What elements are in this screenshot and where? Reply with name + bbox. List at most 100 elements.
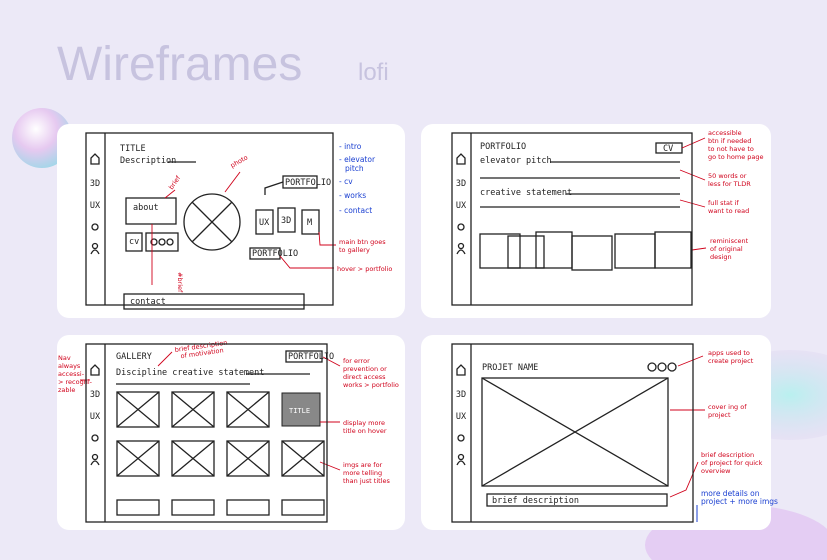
note: cover ing of project [708,403,747,419]
nav-label: 3D [90,179,100,189]
note-line: > recogni- [58,378,93,386]
button-box [301,209,320,235]
note: Nav always accessi-> recogni-zable [58,354,93,394]
button-box [255,209,274,235]
gallery-tile [226,499,270,516]
outline-item: - intro [339,142,362,151]
note: for error prevention or direct access works… [343,357,399,389]
arrow [691,247,707,251]
note-line: works > portfolio [343,381,399,389]
note-line: title on hover [343,427,387,435]
person-icon [91,453,99,461]
note: 50 words or less for TLDR [708,172,751,188]
panel-portfolio: PORTFOLIO CV elevator pitch creative sta… [479,129,764,271]
cross [226,391,270,428]
cross [281,440,325,477]
app-icon [657,362,667,372]
note: more details on project + more imgs [701,489,778,506]
about-box [125,197,177,225]
hover-box [249,247,281,260]
icons-box [145,232,179,252]
note-line: to not have to [708,145,754,153]
nav-label: UX [90,412,101,422]
note: brief description of project for quick ove… [701,451,763,475]
portfolio-box [285,350,323,363]
button: UX [259,218,270,228]
arrow [681,137,706,149]
brief-box [486,493,668,507]
arrow [677,355,704,367]
contact-box [123,293,305,310]
note-line: btn if needed [708,137,751,145]
note-line: of project for quick [701,459,763,467]
at-icon [457,223,465,231]
nav-label: 3D [456,390,466,400]
contact: contact [130,297,166,307]
title: GALLERY [116,352,152,362]
arrow [322,356,341,367]
note-line: always [58,362,81,370]
note-line: Nav [58,354,71,362]
note: #brief [176,272,184,293]
gallery-tile [116,391,160,428]
note-line: brief description [701,451,754,459]
hover-title: TITLE [289,407,310,415]
note-line: prevention or [343,365,387,373]
description: Description [120,156,176,166]
note-line: more telling [343,469,382,477]
frame [451,132,693,306]
note: hover > portfolio [337,265,392,273]
note: apps used to create project [708,349,754,365]
creative-statement: creative statement [480,188,572,198]
note-line: accessi- [58,370,85,378]
hover-portfolio: PORTFOLIO [252,249,298,259]
gallery-tile [226,391,270,428]
outline-item: pitch [345,164,364,173]
note: display more title on hover [343,419,387,435]
at-icon [91,223,99,231]
portfolio: PORTFOLIO [285,178,331,188]
image [654,231,692,269]
app-icon [667,362,677,372]
nav-label: 3D [456,179,466,189]
note: accessible btn if needed to not have to go … [708,129,764,161]
cross [191,201,233,243]
outline-item: - cv [339,177,353,186]
cover-image [481,377,669,487]
note-line: display more [343,419,385,427]
photo-placeholder [183,193,241,251]
nav-label: 3D [90,390,100,400]
nav-label: UX [456,412,467,422]
frame [85,343,328,523]
person-icon [456,460,466,466]
gallery-tile [116,499,160,516]
home-icon [90,153,100,165]
note-line: to gallery [339,246,370,254]
frame [85,132,334,306]
page-subtitle: lofi [358,59,389,86]
nav-label: UX [456,201,467,211]
person-icon [91,242,99,250]
note-line: of original [710,245,743,253]
at-icon [91,434,99,442]
wireframe: 3D UX [451,343,694,523]
image [479,233,521,269]
gallery-tile [171,391,215,428]
cv: cv [129,237,139,247]
person-icon [456,249,466,255]
home-icon [456,153,466,165]
card [421,124,771,318]
person-icon [457,453,465,461]
cv: CV [663,144,673,154]
note-line: main btn goes [339,238,386,246]
person-icon [457,242,465,250]
button: 3D [281,216,291,226]
image [507,235,545,269]
icon [166,238,174,246]
hover-tile [281,392,321,427]
note-line: zable [58,386,75,394]
cv-box [125,232,143,252]
title: PROJET NAME [482,363,538,373]
outline-item: - contact [339,206,372,215]
cross [171,440,215,477]
